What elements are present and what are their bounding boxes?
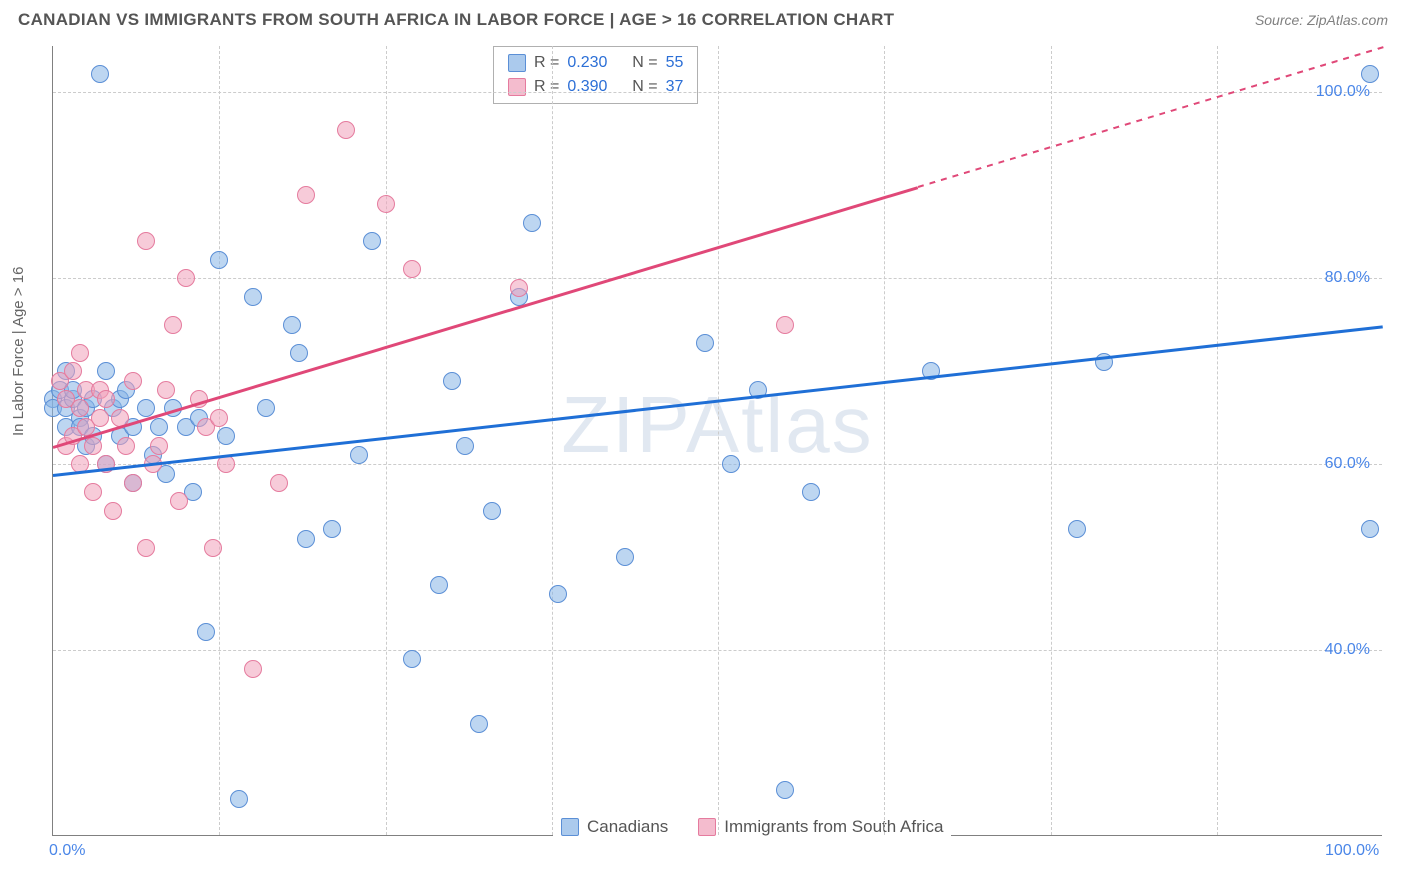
data-point — [616, 548, 634, 566]
data-point — [137, 539, 155, 557]
data-point — [1361, 65, 1379, 83]
data-point — [124, 474, 142, 492]
data-point — [283, 316, 301, 334]
data-point — [137, 399, 155, 417]
data-point — [802, 483, 820, 501]
data-point — [84, 437, 102, 455]
data-point — [290, 344, 308, 362]
data-point — [483, 502, 501, 520]
data-point — [1361, 520, 1379, 538]
data-point — [64, 362, 82, 380]
y-tick-label: 40.0% — [1325, 641, 1370, 659]
data-point — [549, 585, 567, 603]
r-value-blue: 0.230 — [567, 54, 607, 72]
data-point — [170, 492, 188, 510]
data-point — [403, 260, 421, 278]
data-point — [137, 232, 155, 250]
data-point — [84, 483, 102, 501]
data-point — [403, 650, 421, 668]
data-point — [270, 474, 288, 492]
data-point — [117, 437, 135, 455]
data-point — [197, 623, 215, 641]
y-tick-label: 60.0% — [1325, 455, 1370, 473]
n-value-blue: 55 — [666, 54, 684, 72]
x-tick-label: 100.0% — [1325, 842, 1379, 860]
series-legend: Canadians Immigrants from South Africa — [553, 817, 951, 837]
data-point — [776, 316, 794, 334]
chart-container: In Labor Force | Age > 16 ZIPAtlas R = 0… — [0, 36, 1406, 856]
y-tick-label: 80.0% — [1325, 269, 1370, 287]
data-point — [456, 437, 474, 455]
data-point — [91, 65, 109, 83]
legend-swatch-pink-icon — [698, 818, 716, 836]
data-point — [443, 372, 461, 390]
correlation-legend: R = 0.230 N = 55 R = 0.390 N = 37 — [493, 46, 698, 104]
data-point — [257, 399, 275, 417]
data-point — [523, 214, 541, 232]
data-point — [97, 362, 115, 380]
plot-area: ZIPAtlas R = 0.230 N = 55 R = 0.390 N = … — [52, 46, 1382, 836]
data-point — [150, 418, 168, 436]
data-point — [377, 195, 395, 213]
y-axis-label: In Labor Force | Age > 16 — [10, 267, 27, 436]
series-label-canadians: Canadians — [587, 817, 668, 837]
legend-swatch-blue-icon — [561, 818, 579, 836]
data-point — [297, 186, 315, 204]
data-point — [150, 437, 168, 455]
data-point — [157, 381, 175, 399]
data-point — [104, 502, 122, 520]
data-point — [244, 660, 262, 678]
x-tick-label: 0.0% — [49, 842, 85, 860]
data-point — [164, 316, 182, 334]
chart-source: Source: ZipAtlas.com — [1255, 12, 1388, 28]
data-point — [71, 399, 89, 417]
data-point — [350, 446, 368, 464]
y-tick-label: 100.0% — [1316, 83, 1370, 101]
data-point — [510, 279, 528, 297]
trend-line — [917, 46, 1383, 188]
data-point — [217, 427, 235, 445]
data-point — [177, 269, 195, 287]
data-point — [297, 530, 315, 548]
data-point — [71, 344, 89, 362]
data-point — [363, 232, 381, 250]
data-point — [244, 288, 262, 306]
data-point — [91, 409, 109, 427]
data-point — [722, 455, 740, 473]
data-point — [430, 576, 448, 594]
legend-swatch-blue — [508, 54, 526, 72]
data-point — [470, 715, 488, 733]
series-label-immigrants: Immigrants from South Africa — [724, 817, 943, 837]
data-point — [337, 121, 355, 139]
data-point — [204, 539, 222, 557]
data-point — [323, 520, 341, 538]
data-point — [210, 251, 228, 269]
data-point — [1068, 520, 1086, 538]
data-point — [124, 372, 142, 390]
data-point — [97, 390, 115, 408]
data-point — [776, 781, 794, 799]
chart-title: CANADIAN VS IMMIGRANTS FROM SOUTH AFRICA… — [18, 10, 894, 30]
data-point — [210, 409, 228, 427]
data-point — [230, 790, 248, 808]
data-point — [696, 334, 714, 352]
